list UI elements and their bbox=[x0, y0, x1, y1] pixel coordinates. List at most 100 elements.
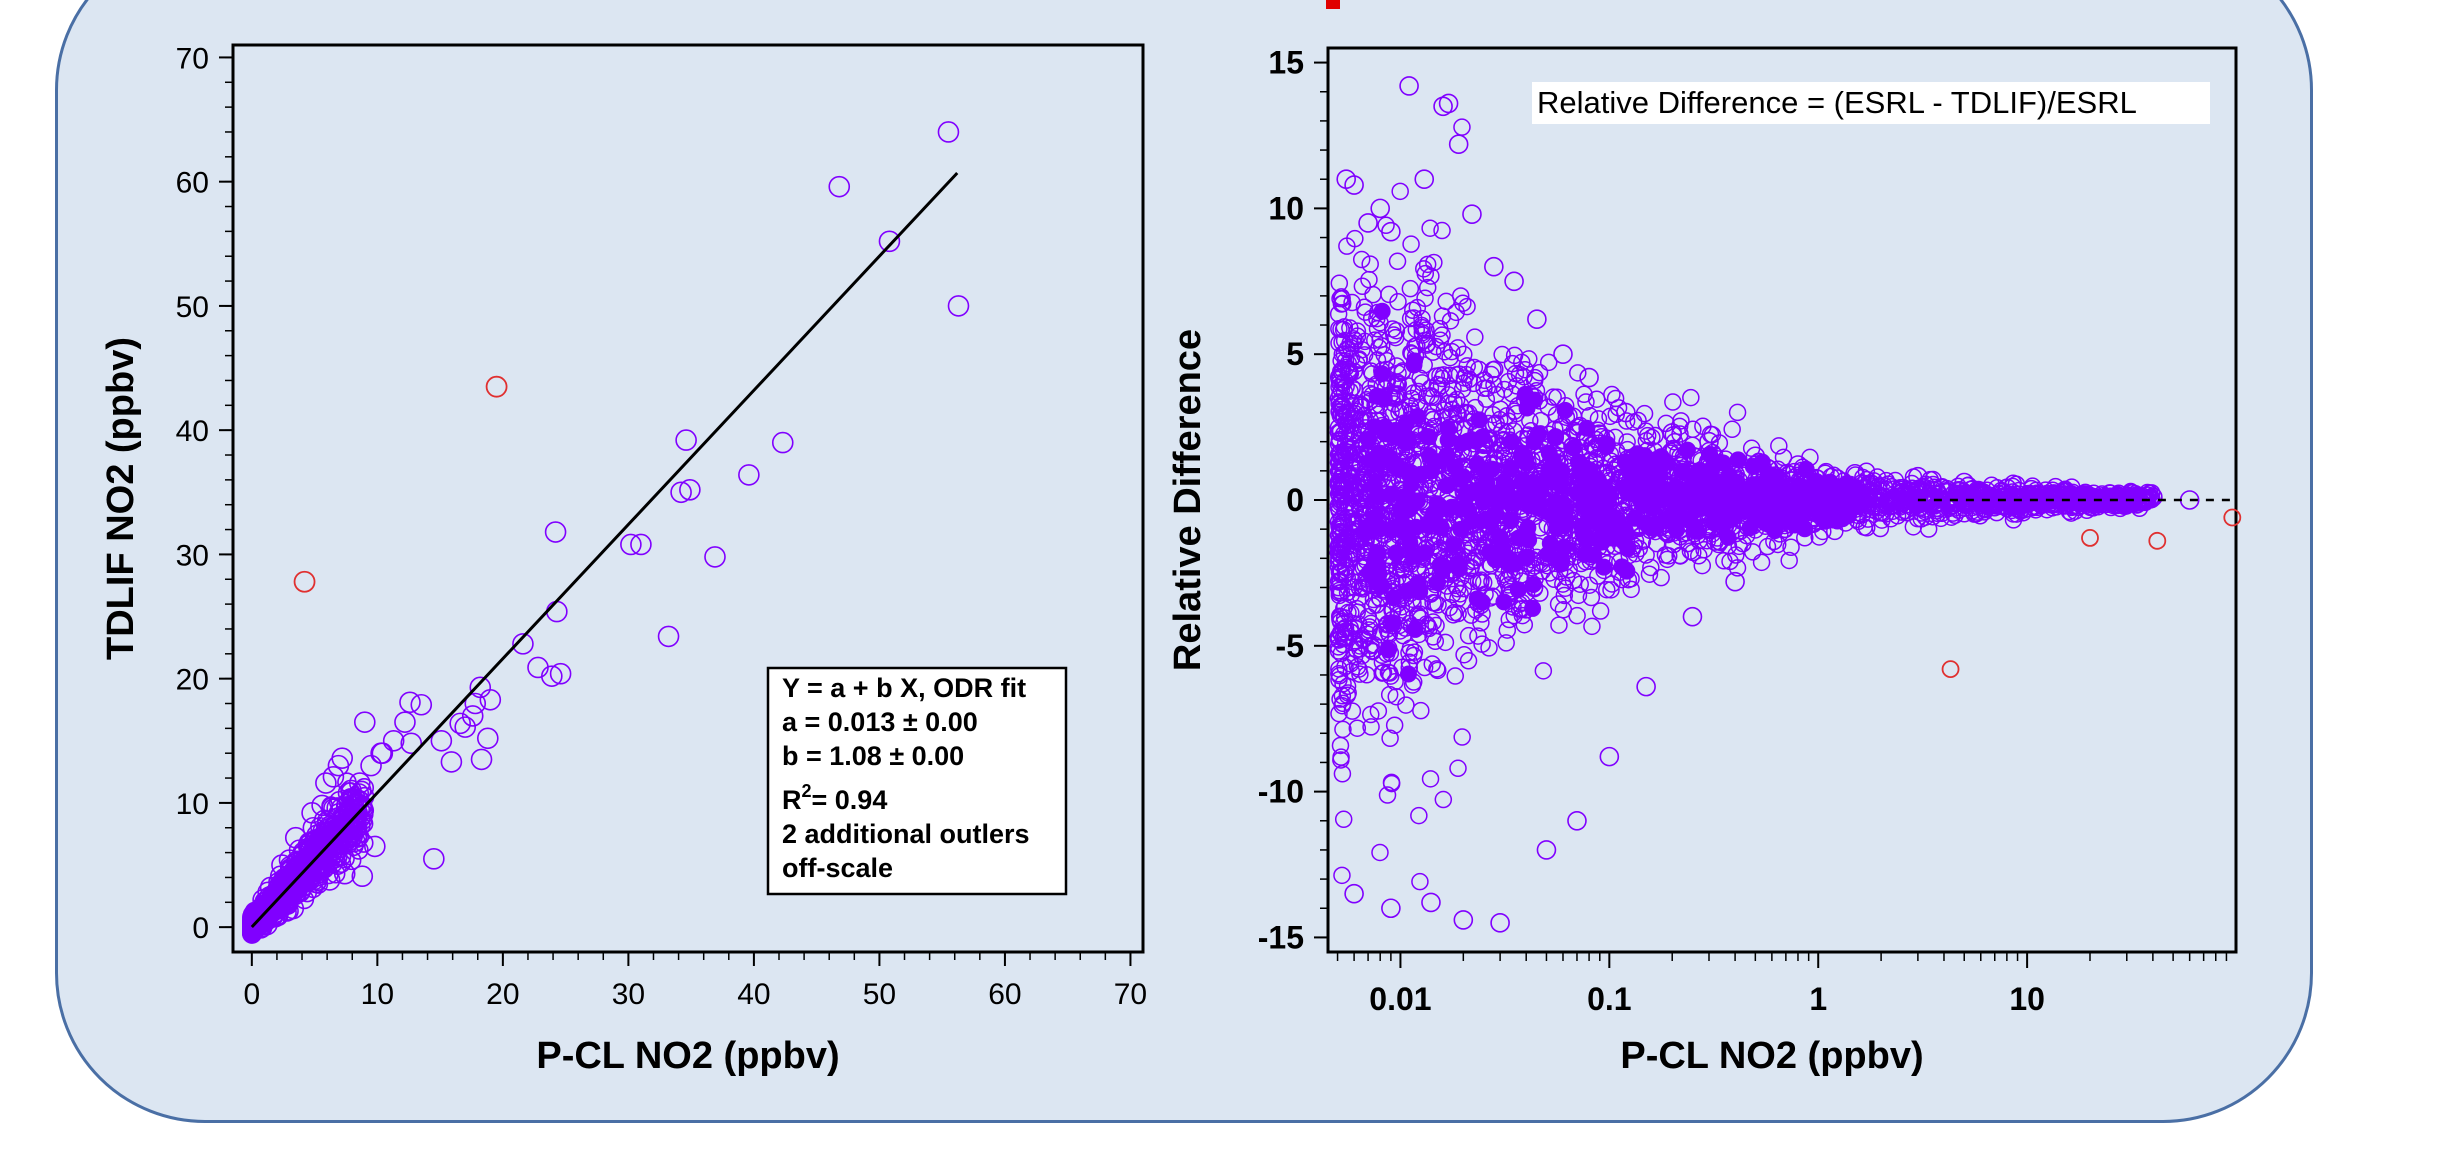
plot2-point bbox=[1472, 614, 1490, 632]
plot1-point bbox=[630, 533, 652, 556]
plot2-point bbox=[1503, 354, 1522, 373]
plot2-point bbox=[1362, 705, 1380, 724]
plot2-point bbox=[1413, 374, 1431, 392]
plot2-point bbox=[1618, 433, 1636, 451]
plot2-point bbox=[1428, 660, 1446, 678]
plot2-point-dense bbox=[1724, 497, 1742, 515]
plot2-point bbox=[1454, 294, 1472, 312]
plot2-point bbox=[1336, 169, 1357, 190]
plot2-point bbox=[1579, 367, 1599, 388]
plot2-point-dense bbox=[1503, 493, 1521, 511]
plot2-point bbox=[1682, 388, 1700, 407]
plot2-point bbox=[1469, 572, 1488, 590]
plot1-point bbox=[738, 464, 760, 486]
plot2-point-dense bbox=[1495, 472, 1513, 490]
plot2-point bbox=[1448, 579, 1467, 598]
plot2-point bbox=[1350, 579, 1369, 597]
plot1-point bbox=[679, 479, 701, 501]
plot1-point bbox=[657, 625, 680, 648]
plot2-point-dense bbox=[1477, 464, 1495, 482]
plot1-point bbox=[315, 772, 337, 794]
plot2-point bbox=[1458, 297, 1476, 316]
plot2-point bbox=[1942, 508, 1961, 526]
plot2-point bbox=[1329, 305, 1348, 323]
plot2-point bbox=[1414, 169, 1435, 190]
plot2-point bbox=[1329, 418, 1348, 437]
plot2-point bbox=[1330, 586, 1349, 605]
plot2-point-dense bbox=[1468, 590, 1486, 608]
plot2-ylabel: Relative Difference bbox=[1167, 329, 1209, 671]
plot2-point bbox=[1360, 640, 1379, 658]
plot2-point bbox=[1469, 627, 1487, 645]
plot2-point bbox=[1914, 479, 1932, 497]
plot2-point-dense bbox=[1583, 512, 1601, 530]
plot2-point-dense bbox=[1540, 460, 1558, 478]
plot2-point bbox=[1381, 729, 1399, 748]
plot2-point bbox=[2126, 486, 2144, 505]
plot2-point-dense bbox=[1634, 494, 1652, 512]
plot2-point bbox=[1352, 250, 1371, 269]
plot2-point bbox=[1401, 639, 1420, 657]
plot2-point-dense bbox=[1376, 418, 1394, 436]
plot2-point-dense bbox=[1524, 576, 1542, 594]
plot2-point bbox=[1329, 544, 1348, 562]
plot1-xtick-label: 0 bbox=[243, 978, 260, 1011]
plot2-point bbox=[1360, 621, 1378, 639]
plot2-point bbox=[1999, 494, 2018, 513]
plot2-point bbox=[1441, 366, 1459, 385]
plot2-point bbox=[1466, 328, 1484, 346]
plot1-point bbox=[335, 796, 356, 816]
plot2-point-dense bbox=[1518, 548, 1536, 566]
plot2-point-dense bbox=[1529, 425, 1547, 443]
plot2-point bbox=[1417, 387, 1436, 405]
plot2-point-dense bbox=[1359, 430, 1377, 448]
plot2-point bbox=[1424, 343, 1442, 361]
plot2-point-dense bbox=[1459, 432, 1477, 450]
plot1-ytick-label: 60 bbox=[176, 167, 209, 200]
plot2-point bbox=[1402, 235, 1420, 253]
plot1-point bbox=[544, 521, 567, 543]
plot2-point bbox=[1351, 665, 1369, 683]
plot2-point bbox=[1617, 412, 1636, 430]
plot1-point bbox=[440, 751, 463, 773]
plot2-point bbox=[2064, 483, 2082, 502]
plot2-point-dense bbox=[1613, 558, 1631, 576]
plot2-point bbox=[1337, 377, 1355, 396]
plot1-point bbox=[326, 797, 348, 819]
plot2-point bbox=[1339, 354, 1358, 373]
plot2-point bbox=[1358, 213, 1378, 233]
plot2-point-dense bbox=[1665, 502, 1683, 520]
plot2-point-dense bbox=[1423, 462, 1441, 480]
plot2-point-dense bbox=[1556, 401, 1574, 419]
plot2-point bbox=[1347, 640, 1366, 659]
plot1-xtick-label: 70 bbox=[1114, 978, 1147, 1011]
plot2-point bbox=[1883, 497, 1901, 515]
figure-panel bbox=[55, 0, 2313, 1123]
plot2-point bbox=[2083, 489, 2102, 507]
plot2-point bbox=[1497, 634, 1515, 652]
plot2-point bbox=[1334, 694, 1352, 713]
plot2-point bbox=[1495, 380, 1514, 399]
plot1-ylabel: TDLIF NO2 (ppbv) bbox=[100, 337, 142, 660]
plot2-point-dense bbox=[1479, 485, 1497, 503]
plot2-point bbox=[1435, 342, 1454, 361]
plot2-point bbox=[1603, 575, 1621, 593]
plot2-point-dense bbox=[1481, 512, 1499, 530]
plot2-point-dense bbox=[1619, 484, 1637, 502]
plot2-point bbox=[1582, 588, 1601, 607]
plot2-point bbox=[1380, 685, 1399, 704]
plot2-point-dense bbox=[1678, 441, 1696, 459]
plot2-point bbox=[1770, 437, 1788, 455]
plot2-point bbox=[1983, 488, 2002, 506]
plot2-ytick-label: 10 bbox=[1268, 190, 1304, 226]
plot2-point bbox=[1875, 477, 1893, 495]
plot2-point bbox=[1534, 662, 1553, 680]
plot1-ytick-label: 10 bbox=[176, 788, 209, 821]
plot1-point bbox=[382, 729, 405, 752]
plot1-xtick-label: 20 bbox=[486, 978, 519, 1011]
plot2-point bbox=[1997, 478, 2017, 499]
plot1-point bbox=[302, 816, 325, 839]
plot1-point bbox=[394, 711, 416, 733]
plot2-xtick-label: 0.1 bbox=[1587, 981, 1631, 1017]
